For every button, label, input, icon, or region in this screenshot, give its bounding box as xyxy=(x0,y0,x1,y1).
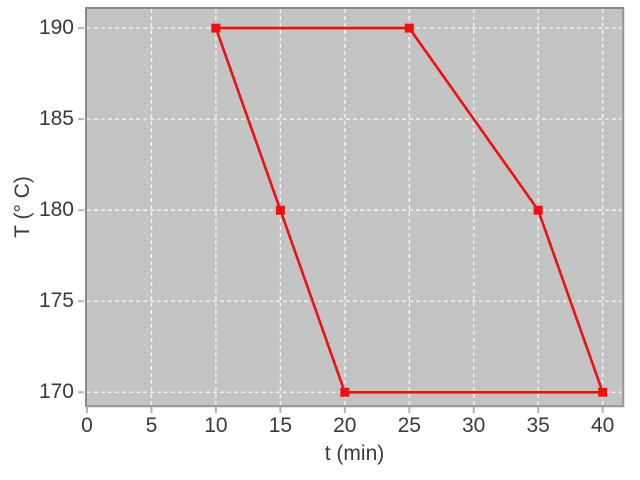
x-tick-label: 10 xyxy=(204,414,228,437)
data-point-marker xyxy=(404,23,414,33)
y-axis-label: T (° C) xyxy=(11,176,34,238)
x-tick-label: 5 xyxy=(145,414,158,437)
y-tick-label: 185 xyxy=(38,107,74,131)
x-tick-label: 25 xyxy=(397,414,421,437)
data-point-marker xyxy=(533,205,543,215)
x-tick-label: 40 xyxy=(591,414,615,437)
y-tick-label: 170 xyxy=(38,380,74,404)
plot-area xyxy=(85,7,624,407)
x-tick-label: 20 xyxy=(333,414,357,437)
data-point-marker xyxy=(598,387,608,397)
y-tick-label: 190 xyxy=(38,16,74,40)
chart-canvas xyxy=(87,9,622,405)
data-point-marker xyxy=(340,387,350,397)
x-tick-label: 35 xyxy=(526,414,550,437)
x-tick-label: 30 xyxy=(462,414,486,437)
x-tick-label: 0 xyxy=(81,414,93,437)
y-tick-label: 180 xyxy=(38,198,74,222)
x-axis-label: t (min) xyxy=(324,442,385,465)
x-tick-label: 15 xyxy=(268,414,293,437)
data-series xyxy=(211,23,608,397)
data-point-marker xyxy=(275,205,285,215)
data-point-marker xyxy=(211,23,221,33)
y-tick-label: 175 xyxy=(38,289,74,313)
